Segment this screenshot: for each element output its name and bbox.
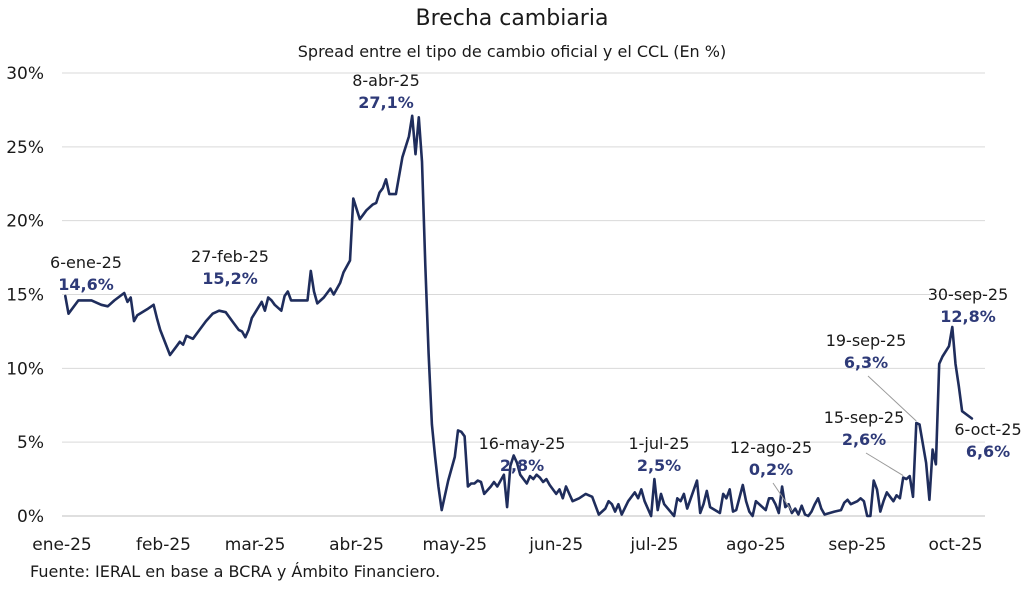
source-note: Fuente: IERAL en base a BCRA y Ámbito Fi… [30,562,441,581]
annotation: 6-ene-25 14,6% [50,253,122,294]
x-tick-label: jul-25 [629,535,678,555]
series-group [64,114,974,518]
y-axis: 0% 5% 10% 15% 20% 25% 30% [6,64,44,527]
y-tick-label: 15% [6,286,44,306]
x-axis: ene-25 feb-25 mar-25 abr-25 may-25 jun-25 jul-… [32,515,985,555]
annotation-value-label: 14,6% [58,275,114,294]
annotation-date-label: 15-sep-25 [824,408,905,427]
annotation: 27-feb-25 15,2% [191,247,269,288]
annotation: 15-sep-25 2,6% [824,408,905,477]
annotation-date-label: 6-ene-25 [50,253,122,272]
annotation-leader-line [865,452,904,477]
x-tick-label: feb-25 [136,535,191,555]
y-tick-label: 20% [6,212,44,232]
x-tick-label: mar-25 [225,535,286,555]
annotation-date-label: 6-oct-25 [954,420,1021,439]
x-tick-label: may-25 [423,535,488,555]
annotation: 16-may-25 2,8% [479,434,566,475]
annotation-leader-line [772,482,793,512]
annotation-date-label: 1-jul-25 [628,434,689,453]
grid-lines [62,72,985,443]
annotation-date-label: 27-feb-25 [191,247,269,266]
annotation-date-label: 8-abr-25 [352,71,420,90]
series-line [64,114,974,518]
chart-title: Brecha cambiaria [415,6,609,31]
annotation-value-label: 27,1% [358,93,414,112]
x-tick-label: oct-25 [928,535,982,555]
y-tick-label: 25% [6,138,44,158]
annotation-value-label: 12,8% [940,307,996,326]
y-tick-label: 0% [17,507,44,527]
annotation-value-label: 2,5% [637,456,681,475]
y-tick-label: 30% [6,64,44,84]
annotation: 1-jul-25 2,5% [628,434,689,475]
x-tick-label: ene-25 [32,535,91,555]
x-tick-label: abr-25 [329,535,384,555]
y-tick-label: 10% [6,359,44,379]
annotation: 6-oct-25 6,6% [954,420,1021,461]
annotation-date-label: 19-sep-25 [826,331,907,350]
annotation-date-label: 30-sep-25 [928,285,1009,304]
y-tick-label: 5% [17,433,44,453]
x-tick-label: sep-25 [828,535,886,555]
annotation: 19-sep-25 6,3% [826,331,917,422]
annotation-date-label: 12-ago-25 [730,438,812,457]
annotation-value-label: 2,8% [500,456,544,475]
annotation-value-label: 2,6% [842,430,886,449]
x-tick-label: jun-25 [528,535,583,555]
annotations-group: 6-ene-25 14,6% 27-feb-25 15,2% 8-abr-25 27,1%… [50,71,1022,512]
annotation: 12-ago-25 0,2% [730,438,812,512]
annotation: 8-abr-25 27,1% [352,71,420,112]
annotation: 30-sep-25 12,8% [928,285,1009,326]
annotation-value-label: 6,3% [844,353,888,372]
annotation-value-label: 6,6% [966,442,1010,461]
annotation-value-label: 0,2% [749,460,793,479]
annotation-date-label: 16-may-25 [479,434,566,453]
annotation-leader-line [867,375,917,422]
x-tick-label: ago-25 [726,535,786,555]
annotation-value-label: 15,2% [202,269,258,288]
chart-subtitle: Spread entre el tipo de cambio oficial y… [297,42,727,61]
